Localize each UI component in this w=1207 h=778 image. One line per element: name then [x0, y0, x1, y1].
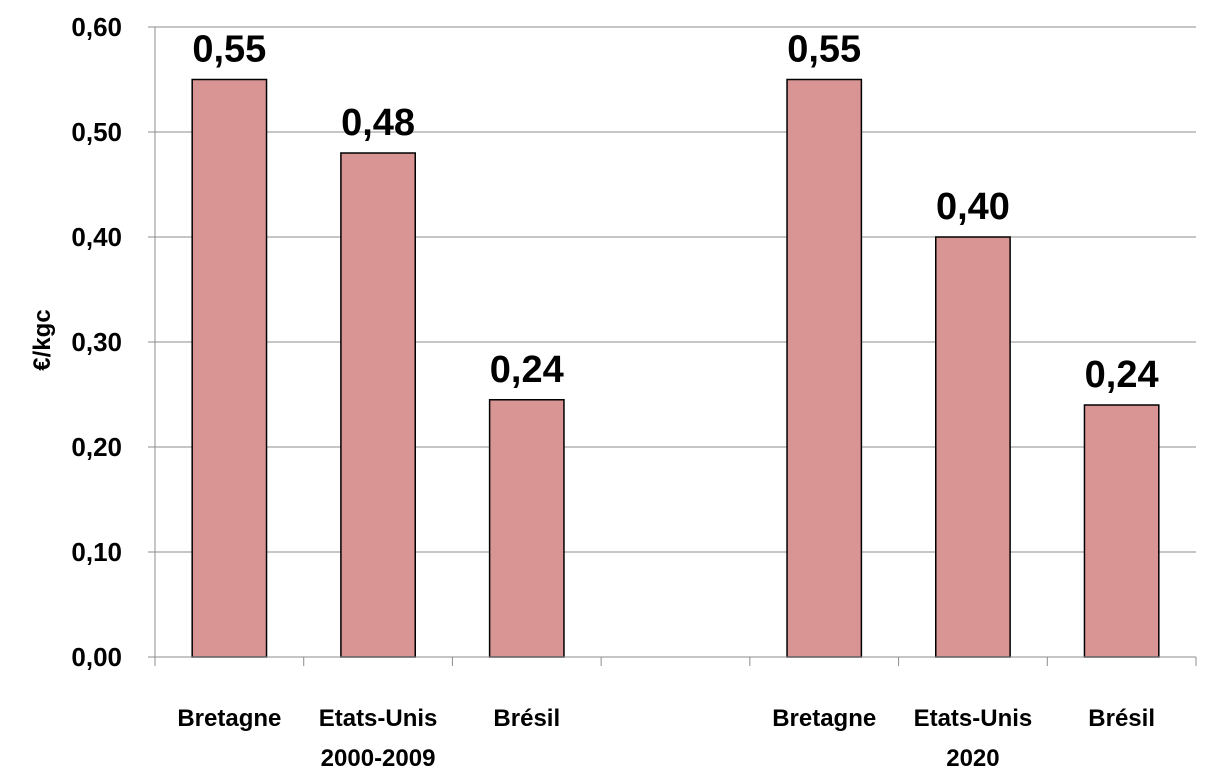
group-label: 2000-2009 — [321, 745, 436, 772]
group-label: 2020 — [946, 745, 999, 772]
data-label: 0,55 — [192, 29, 266, 71]
y-tick-label: 0,20 — [71, 432, 122, 462]
y-tick-label: 0,60 — [71, 12, 122, 42]
bar — [935, 236, 1011, 658]
category-label: Etats-Unis — [914, 705, 1033, 732]
category-label: Bretagne — [177, 705, 281, 732]
bar — [786, 78, 863, 658]
data-label: 0,24 — [1085, 354, 1159, 396]
data-label: 0,24 — [490, 349, 564, 391]
y-tick-label: 0,50 — [71, 117, 122, 147]
data-label: 0,48 — [341, 102, 415, 144]
category-label: Bretagne — [772, 705, 876, 732]
bar — [191, 78, 268, 658]
category-label: Brésil — [493, 705, 560, 732]
bar — [1083, 404, 1160, 658]
y-axis-ticks: 0,00 0,10 0,20 0,30 0,40 0,50 0,60 — [71, 12, 156, 672]
data-label: 0,40 — [936, 186, 1010, 228]
gridlines — [155, 26, 1196, 553]
y-tick-label: 0,10 — [71, 537, 122, 567]
x-axis: Bretagne Etats-Unis Brésil 2000-2009 Bretagn… — [154, 656, 1197, 772]
category-label: Brésil — [1088, 705, 1155, 732]
y-tick-label: 0,30 — [71, 327, 122, 357]
bar — [488, 399, 565, 658]
y-tick-label: 0,40 — [71, 222, 122, 252]
data-labels: 0,55 0,48 0,24 0,55 0,40 0,24 — [192, 29, 1158, 397]
bars — [191, 78, 1160, 658]
data-label: 0,55 — [787, 29, 861, 71]
category-label: Etats-Unis — [319, 705, 438, 732]
y-axis-title: €/kgc — [29, 309, 56, 370]
y-tick-label: 0,00 — [71, 642, 122, 672]
bar — [340, 152, 416, 658]
